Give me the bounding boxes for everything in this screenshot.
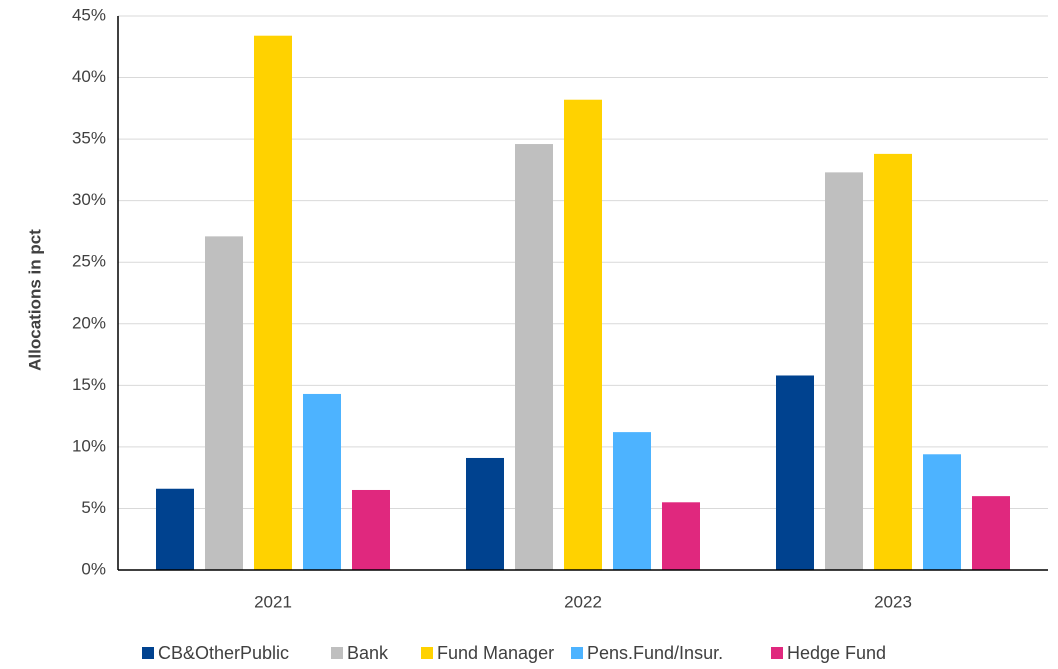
- bar: [825, 172, 863, 570]
- bar: [205, 236, 243, 570]
- x-tick-label: 2021: [254, 592, 292, 611]
- bar: [303, 393, 341, 570]
- bar: [874, 153, 912, 570]
- legend-swatch: [421, 647, 433, 659]
- y-tick-label: 10%: [72, 436, 106, 455]
- y-axis-label: Allocations in pct: [25, 229, 44, 371]
- bar: [662, 502, 700, 570]
- x-tick-label: 2023: [874, 592, 912, 611]
- y-tick-label: 45%: [72, 5, 106, 24]
- y-tick-label: 5%: [81, 498, 106, 517]
- bar: [515, 144, 553, 570]
- legend-label: CB&OtherPublic: [158, 643, 289, 663]
- legend-label: Bank: [347, 643, 389, 663]
- y-tick-label: 0%: [81, 559, 106, 578]
- bar: [564, 99, 602, 571]
- bar: [156, 488, 194, 570]
- bar: [613, 432, 651, 570]
- y-tick-label: 35%: [72, 129, 106, 148]
- y-tick-label: 40%: [72, 67, 106, 86]
- bar: [254, 35, 292, 571]
- bar: [466, 457, 504, 570]
- legend-swatch: [331, 647, 343, 659]
- legend-label: Pens.Fund/Insur.: [587, 643, 723, 663]
- bar: [923, 454, 961, 570]
- legend-swatch: [142, 647, 154, 659]
- bar: [972, 496, 1010, 570]
- bar: [352, 489, 390, 570]
- legend-label: Hedge Fund: [787, 643, 886, 663]
- legend-swatch: [571, 647, 583, 659]
- y-tick-label: 25%: [72, 252, 106, 271]
- x-tick-label: 2022: [564, 592, 602, 611]
- y-tick-label: 30%: [72, 190, 106, 209]
- legend-label: Fund Manager: [437, 643, 554, 663]
- y-tick-label: 20%: [72, 313, 106, 332]
- y-tick-label: 15%: [72, 375, 106, 394]
- legend-swatch: [771, 647, 783, 659]
- bar: [776, 375, 814, 570]
